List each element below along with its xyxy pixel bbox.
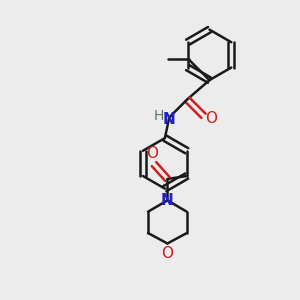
Text: H: H (154, 109, 164, 123)
Text: O: O (205, 111, 217, 126)
Text: N: N (163, 112, 176, 127)
Text: O: O (161, 246, 173, 261)
Text: O: O (146, 146, 158, 160)
Text: N: N (161, 193, 174, 208)
